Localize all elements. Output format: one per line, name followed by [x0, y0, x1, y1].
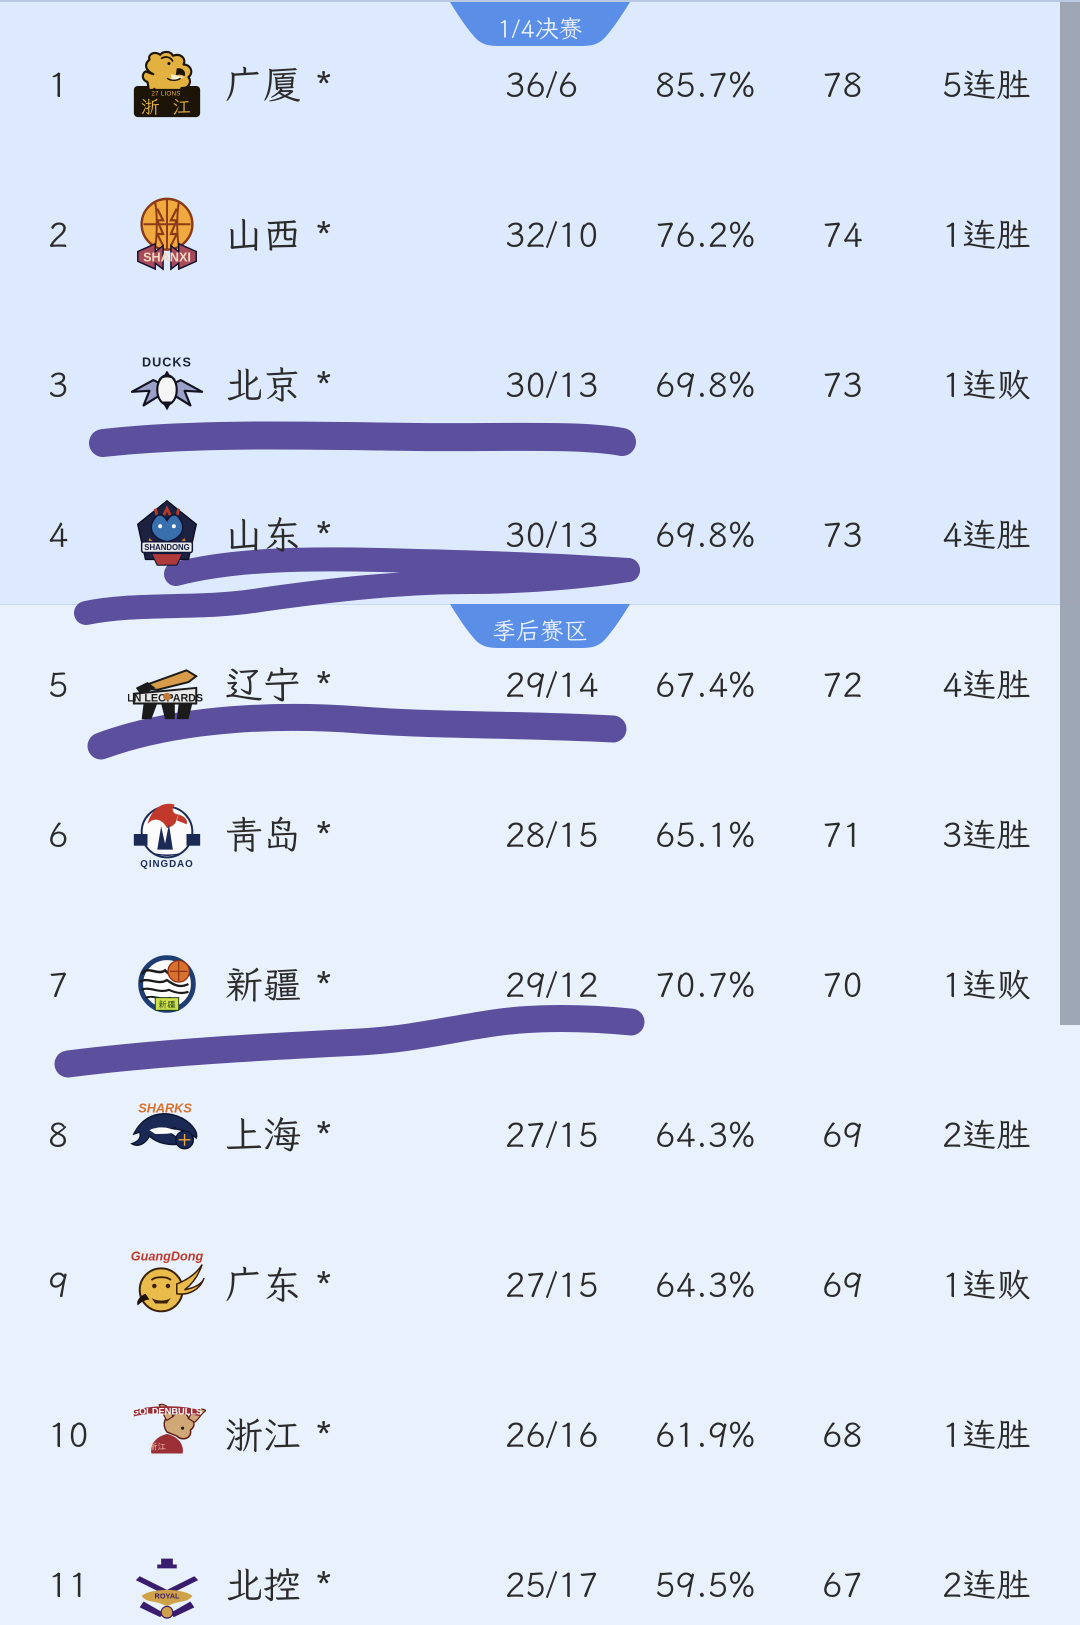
svg-text:GOLDENBULLS: GOLDENBULLS — [132, 1407, 202, 1417]
svg-text:GuangDong: GuangDong — [131, 1250, 204, 1264]
svg-text:SHANXI: SHANXI — [143, 250, 191, 264]
svg-text:浙: 浙 — [141, 95, 160, 119]
svg-text:QINGDAO: QINGDAO — [140, 859, 193, 870]
svg-text:江: 江 — [172, 95, 191, 119]
svg-text:SHARKS: SHARKS — [138, 1102, 192, 1116]
svg-text:SHANDONG: SHANDONG — [144, 543, 189, 552]
svg-text:DUCKS: DUCKS — [142, 355, 192, 369]
svg-text:浙江: 浙江 — [148, 1442, 166, 1453]
svg-text:ROYAL: ROYAL — [155, 1592, 180, 1601]
svg-text:新疆: 新疆 — [158, 999, 176, 1010]
